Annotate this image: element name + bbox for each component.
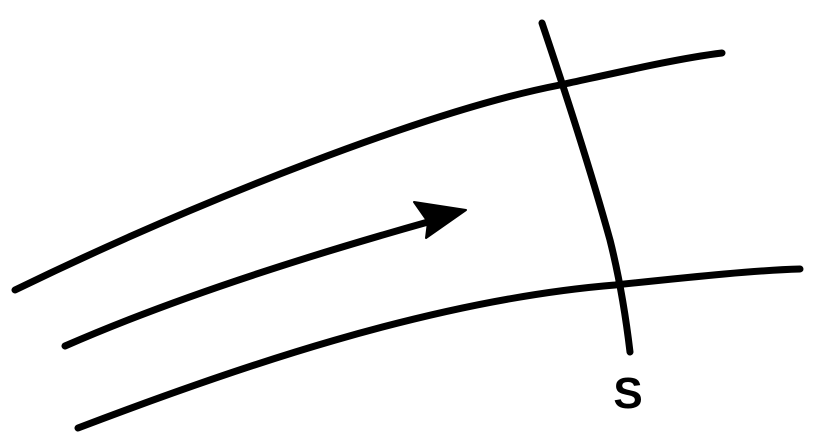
surface-curve xyxy=(538,19,634,356)
flow-direction-arrow xyxy=(413,201,467,239)
middle-flow-line xyxy=(61,218,432,350)
lower-flow-line xyxy=(74,265,804,432)
surface-label: S xyxy=(613,369,642,418)
upper-flow-line xyxy=(11,49,726,294)
